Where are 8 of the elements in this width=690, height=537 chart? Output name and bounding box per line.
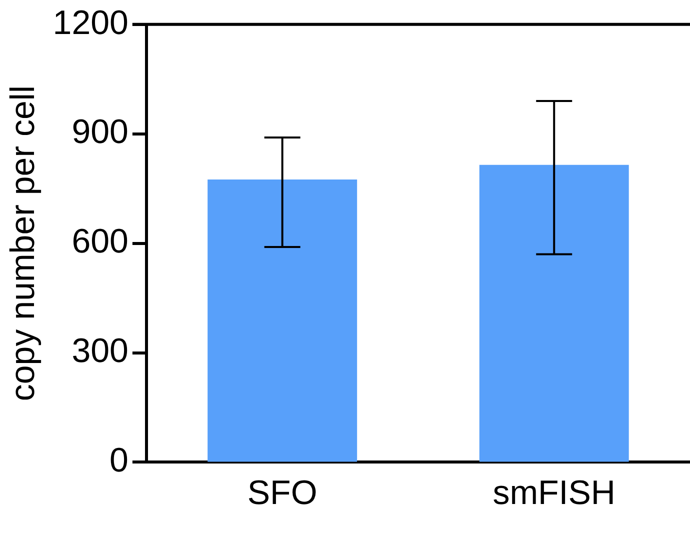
y-tick-label: 900 xyxy=(72,113,128,152)
y-tick-label: 300 xyxy=(72,332,128,370)
y-tick-label: 1200 xyxy=(52,4,128,42)
x-tick-label: smFISH xyxy=(492,474,616,512)
y-tick-label: 600 xyxy=(72,222,128,261)
y-axis-title: copy number per cell xyxy=(4,85,42,402)
y-tick-label: 0 xyxy=(110,442,128,480)
x-tick-label: SFO xyxy=(247,474,318,512)
